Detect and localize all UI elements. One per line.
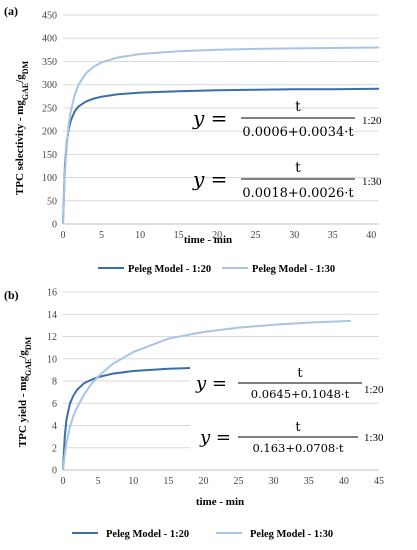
y-tick-label: 12 <box>47 332 57 343</box>
panel-a-equation-2: y = t 0.0018+0.0026·t 1:30 <box>192 160 382 201</box>
y-tick-label: 350 <box>42 57 57 68</box>
panel-a-equation-1-lhs: y = <box>192 106 227 130</box>
x-tick-label: 25 <box>251 230 261 241</box>
x-tick-label: 15 <box>174 230 184 241</box>
y-tick-label: 450 <box>42 11 57 22</box>
y-tick-label: 150 <box>42 150 57 161</box>
x-tick-label: 45 <box>374 476 384 487</box>
panel-b-chart: (b) 0 2 4 6 8 10 12 14 16 0 5 10 15 20 25 30 35 40 45 time… <box>4 288 386 540</box>
x-tick-label: 20 <box>198 476 208 487</box>
panel-b-legend-label-1-30: Peleg Model - 1:30 <box>250 529 333 540</box>
panel-b-grid <box>63 291 379 471</box>
panel-b-equation-2: y = t 0.163+0.0708·t 1:30 <box>190 418 386 455</box>
x-tick-label: 20 <box>212 230 222 241</box>
panel-a-legend-label-1-30: Peleg Model - 1:30 <box>252 264 335 275</box>
panel-a-equation-2-denominator: 0.0018+0.0026·t <box>242 186 354 201</box>
panel-b-equation-1: y = t 0.0645+0.1048·t 1:20 <box>190 364 386 401</box>
y-tick-label: 0 <box>52 220 57 231</box>
y-tick-label: 100 <box>42 173 57 184</box>
panel-a-equation-2-lhs: y = <box>192 167 227 191</box>
panel-a-equation-2-numerator: t <box>295 160 301 176</box>
y-tick-label: 16 <box>47 288 57 299</box>
panel-b-x-axis-title: time - min <box>196 496 244 508</box>
x-tick-label: 5 <box>96 476 101 487</box>
panel-a-x-axis-title: time - min <box>184 234 232 246</box>
panel-b-legend: Peleg Model - 1:20 Peleg Model - 1:30 <box>72 529 333 540</box>
panel-b-equation-1-background <box>190 364 386 400</box>
series-line-series-1-30 <box>62 319 351 471</box>
x-tick-label: 35 <box>328 230 338 241</box>
y-tick-label: 10 <box>47 354 57 365</box>
panel-b-equation-1-lhs: y = <box>195 373 227 394</box>
panel-a-label: (a) <box>4 4 18 18</box>
x-tick-label: 30 <box>289 230 299 241</box>
y-tick-label: 0 <box>52 466 57 477</box>
panel-a-ticks: 0 50 100 150 200 250 300 350 400 450 0 5 10 15 20 25 30 3… <box>42 11 376 242</box>
series-line-series-1-30 <box>62 46 380 225</box>
x-tick-label: 10 <box>128 476 138 487</box>
y-tick-label: 200 <box>42 127 57 138</box>
x-tick-label: 40 <box>366 230 376 241</box>
x-tick-label: 15 <box>163 476 173 487</box>
panel-b-label: (b) <box>4 288 19 302</box>
panel-b-equation-2-tag: 1:30 <box>364 432 384 444</box>
panel-a-series <box>62 46 380 225</box>
x-tick-label: 35 <box>304 476 314 487</box>
x-tick-label: 40 <box>339 476 349 487</box>
y-tick-label: 400 <box>42 34 57 45</box>
panel-b-equation-2-background <box>190 418 386 454</box>
x-tick-label: 0 <box>61 230 66 241</box>
panel-a-equation-1-numerator: t <box>295 99 301 115</box>
y-tick-label: 6 <box>52 399 57 410</box>
panel-a-legend-label-1-20: Peleg Model - 1:20 <box>128 264 211 275</box>
y-tick-label: 8 <box>52 377 57 388</box>
x-tick-label: 5 <box>99 230 104 241</box>
x-tick-label: 10 <box>135 230 145 241</box>
panel-a-y-axis-title: TPC selectivity - mgGAE/gDM <box>14 60 30 195</box>
y-tick-label: 4 <box>52 421 57 432</box>
panel-a-equation-1-denominator: 0.0006+0.0034·t <box>242 125 354 140</box>
y-tick-label: 300 <box>42 80 57 91</box>
y-tick-label: 50 <box>47 196 57 207</box>
y-tick-label: 250 <box>42 103 57 114</box>
panel-a-equation-1-tag: 1:20 <box>362 115 382 127</box>
y-tick-label: 14 <box>47 310 57 321</box>
panel-b-legend-label-1-20: Peleg Model - 1:20 <box>106 529 189 540</box>
panel-b-y-axis-title: TPC yield - mgGAE/gDM <box>17 336 33 447</box>
panel-a-chart: (a) 0 50 100 150 200 250 300 350 400 450 0 5 10 15 20 2… <box>4 4 382 275</box>
panel-a-grid <box>63 14 379 225</box>
y-tick-label: 2 <box>52 443 57 454</box>
panel-b-equation-2-numerator: t <box>295 420 301 435</box>
panel-b-equation-1-tag: 1:20 <box>364 384 384 396</box>
panel-b-ticks: 0 2 4 6 8 10 12 14 16 0 5 10 15 20 25 30 35 40 45 <box>47 288 384 488</box>
x-tick-label: 25 <box>234 476 244 487</box>
x-tick-label: 30 <box>269 476 279 487</box>
panel-a-equation-1: y = t 0.0006+0.0034·t 1:20 <box>192 99 382 140</box>
panel-b-equation-1-denominator: 0.0645+0.1048·t <box>251 387 350 401</box>
panel-a-legend: Peleg Model - 1:20 Peleg Model - 1:30 <box>98 264 335 275</box>
x-tick-label: 0 <box>61 476 66 487</box>
panel-b-equation-1-numerator: t <box>297 366 303 381</box>
panel-b-equation-2-denominator: 0.163+0.0708·t <box>252 441 343 455</box>
panel-a-equation-2-tag: 1:30 <box>362 176 382 188</box>
panel-b-equation-2-lhs: y = <box>199 427 231 448</box>
